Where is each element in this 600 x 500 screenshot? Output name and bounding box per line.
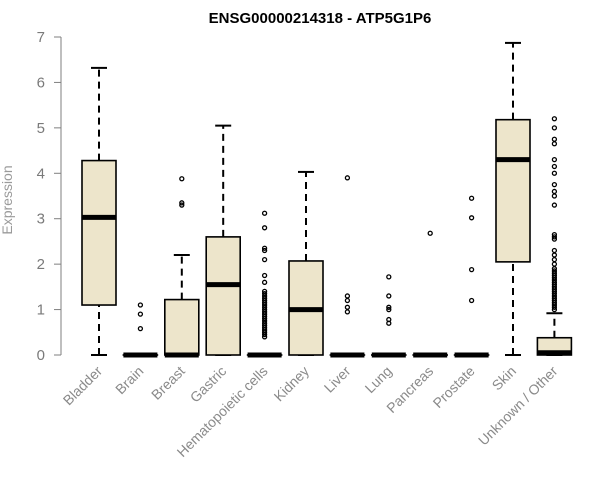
box-group: [453, 195, 490, 358]
outlier-point: [427, 230, 433, 236]
outlier-point: [261, 288, 268, 295]
outlier-point: [468, 195, 475, 201]
outlier-point: [551, 234, 558, 240]
outlier-point: [137, 326, 144, 332]
y-tick-label: 4: [37, 165, 45, 182]
outlier-point: [261, 245, 268, 251]
outlier-point: [386, 306, 392, 313]
outlier-point: [261, 291, 268, 297]
outlier-point: [551, 256, 558, 263]
outlier-point: [551, 247, 558, 254]
box-iqr: [164, 298, 200, 356]
outlier-point: [261, 279, 268, 285]
box-group: [412, 230, 449, 358]
outlier-point: [551, 188, 558, 195]
outlier-point: [551, 202, 558, 208]
y-tick-label: 2: [37, 256, 45, 273]
outlier-point: [261, 210, 268, 216]
box-group: [246, 210, 283, 358]
outlier-point: [137, 311, 144, 317]
x-tick-label: Liver: [321, 363, 354, 396]
outlier-point: [551, 193, 558, 199]
box-group: [536, 116, 573, 356]
y-axis-label: Expression: [0, 165, 15, 234]
outlier-point: [551, 261, 558, 267]
outlier-point: [551, 136, 558, 142]
outlier-point: [344, 309, 351, 315]
outlier-point: [468, 215, 475, 221]
outlier-point: [551, 252, 558, 258]
outlier-point: [551, 170, 558, 176]
x-tick-label: Unknown / Other: [475, 363, 561, 449]
box-group: [288, 170, 324, 356]
outlier-point: [551, 181, 558, 188]
outlier-point: [386, 293, 392, 299]
outlier-point: [468, 266, 475, 273]
box-group: [164, 176, 200, 358]
outlier-point: [551, 163, 558, 170]
box-group: [370, 274, 407, 358]
y-tick-label: 1: [37, 302, 45, 319]
outlier-point: [468, 297, 475, 304]
outlier-point: [386, 304, 392, 310]
box-group: [205, 124, 241, 356]
outlier-point: [179, 176, 185, 182]
y-tick-label: 3: [37, 211, 45, 228]
x-tick-label: Lung: [362, 363, 395, 396]
outlier-point: [551, 116, 558, 122]
box-group: [495, 41, 531, 356]
box-iqr: [495, 118, 531, 263]
y-tick-label: 7: [37, 29, 45, 46]
y-axis: 0 1 2 3 4 5 6 7: [37, 29, 62, 364]
outlier-point: [344, 304, 351, 310]
outlier-point: [137, 302, 144, 308]
outlier-point: [344, 297, 351, 304]
y-tick-label: 0: [37, 347, 45, 364]
box-iqr: [205, 236, 241, 356]
y-tick-label: 6: [37, 74, 45, 91]
outlier-point: [551, 157, 558, 163]
outlier-point: [179, 202, 185, 208]
outlier-point: [344, 293, 351, 299]
x-tick-label: Prostate: [430, 363, 478, 411]
outlier-point: [261, 256, 268, 263]
box-group: [81, 66, 117, 356]
outlier-point: [261, 247, 268, 254]
outlier-point: [551, 141, 558, 147]
boxes: [81, 41, 573, 358]
box-group: [329, 175, 366, 358]
y-tick-label: 5: [37, 120, 45, 137]
x-tick-label: Breast: [148, 363, 188, 403]
outlier-point: [551, 268, 558, 274]
x-tick-label: Skin: [489, 363, 520, 394]
chart-title: ENSG00000214318 - ATP5G1P6: [209, 10, 432, 27]
x-tick-label: Bladder: [60, 363, 106, 409]
outlier-point: [344, 175, 351, 181]
outlier-point: [551, 231, 558, 238]
outlier-point: [261, 225, 268, 231]
box-group: [122, 302, 159, 358]
outlier-point: [261, 272, 268, 279]
x-tick-label: Kidney: [271, 363, 313, 405]
outlier-point: [386, 316, 392, 323]
outlier-point: [179, 200, 185, 206]
box-iqr: [81, 159, 117, 306]
outlier-point: [386, 274, 392, 280]
outlier-point: [551, 125, 558, 131]
x-tick-label: Brain: [112, 363, 146, 397]
